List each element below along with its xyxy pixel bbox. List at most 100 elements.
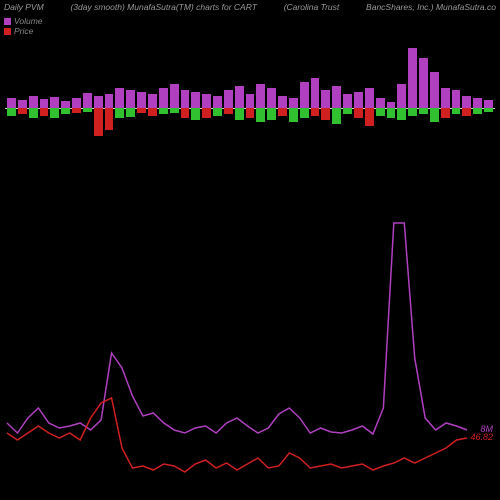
bar-down: [115, 108, 124, 118]
bar-up: [473, 98, 482, 108]
bar-slot: [365, 38, 374, 178]
bar-up: [376, 98, 385, 108]
bar-down: [343, 108, 352, 114]
bar-slot: [387, 38, 396, 178]
bar-down: [94, 108, 103, 136]
bar-slot: [29, 38, 38, 178]
bar-up: [213, 96, 222, 108]
bar-down: [408, 108, 417, 116]
bar-up: [365, 88, 374, 108]
bar-slot: [256, 38, 265, 178]
bar-slot: [159, 38, 168, 178]
bar-up: [332, 86, 341, 108]
bar-down: [354, 108, 363, 118]
header-right: BancShares, Inc.) MunafaSutra.co: [366, 2, 496, 12]
bar-down: [376, 108, 385, 116]
bar-slot: [148, 38, 157, 178]
bar-up: [94, 96, 103, 108]
bar-slot: [430, 38, 439, 178]
bar-slot: [105, 38, 114, 178]
bar-down: [452, 108, 461, 114]
bar-slot: [126, 38, 135, 178]
bar-slot: [61, 38, 70, 178]
bar-slot: [115, 38, 124, 178]
bar-slot: [321, 38, 330, 178]
bar-down: [246, 108, 255, 118]
bar-slot: [181, 38, 190, 178]
bar-down: [170, 108, 179, 113]
bar-up: [50, 97, 59, 108]
bar-up: [148, 94, 157, 108]
bar-up: [354, 92, 363, 108]
bar-slot: [18, 38, 27, 178]
bar-up: [300, 82, 309, 108]
bar-up: [170, 84, 179, 108]
bar-slot: [202, 38, 211, 178]
bar-slot: [343, 38, 352, 178]
bar-up: [137, 92, 146, 108]
bar-slot: [50, 38, 59, 178]
bar-down: [105, 108, 114, 130]
bar-up: [289, 98, 298, 108]
bar-slot: [170, 38, 179, 178]
bar-down: [137, 108, 146, 113]
price-volume-line-chart: 8M 46.82: [5, 208, 495, 488]
bar-slot: [94, 38, 103, 178]
header-left: Daily PVM: [4, 2, 44, 12]
bar-up: [452, 90, 461, 108]
bar-down: [441, 108, 450, 118]
bar-up: [321, 90, 330, 108]
bar-down: [484, 108, 493, 112]
bar-down: [289, 108, 298, 122]
header-midright: (Carolina Trust: [284, 2, 340, 12]
bar-up: [191, 92, 200, 108]
bar-slot: [72, 38, 81, 178]
bar-down: [191, 108, 200, 120]
bar-up: [61, 101, 70, 108]
bar-up: [462, 96, 471, 108]
legend-price: Price: [4, 26, 496, 36]
bar-slot: [311, 38, 320, 178]
bar-slot: [7, 38, 16, 178]
bar-down: [235, 108, 244, 120]
bar-down: [397, 108, 406, 120]
bar-up: [311, 78, 320, 108]
bar-up: [267, 88, 276, 108]
bar-up: [419, 58, 428, 108]
bar-down: [473, 108, 482, 114]
bar-down: [181, 108, 190, 118]
bar-up: [126, 90, 135, 108]
volume-bar-chart: [5, 38, 495, 178]
bar-slot: [246, 38, 255, 178]
bar-down: [83, 108, 92, 112]
bar-down: [332, 108, 341, 124]
bar-down: [462, 108, 471, 116]
bar-up: [159, 88, 168, 108]
bar-up: [235, 86, 244, 108]
bar-up: [408, 48, 417, 108]
bar-down: [311, 108, 320, 116]
bar-down: [365, 108, 374, 126]
bar-slot: [408, 38, 417, 178]
bar-slot: [462, 38, 471, 178]
bar-down: [159, 108, 168, 114]
bar-down: [72, 108, 81, 113]
bar-slot: [213, 38, 222, 178]
bar-slot: [397, 38, 406, 178]
bar-slot: [191, 38, 200, 178]
bar-slot: [278, 38, 287, 178]
bar-up: [181, 90, 190, 108]
bar-up: [343, 94, 352, 108]
bar-up: [278, 96, 287, 108]
legend-volume-label: Volume: [14, 16, 43, 26]
bar-down: [419, 108, 428, 114]
bar-slot: [376, 38, 385, 178]
bar-down: [126, 108, 135, 117]
bar-down: [300, 108, 309, 118]
bar-slot: [473, 38, 482, 178]
bar-up: [29, 96, 38, 108]
price-end-label: 46.82: [470, 432, 493, 442]
bar-up: [397, 84, 406, 108]
bars-container: [5, 38, 495, 178]
bar-up: [7, 98, 16, 108]
